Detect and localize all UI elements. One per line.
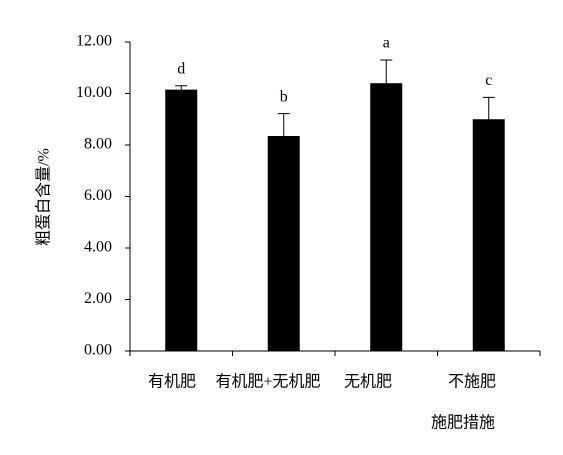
y-axis-title: 粗蛋白含量/%	[35, 148, 53, 246]
x-tick-label: 有机肥	[148, 373, 196, 391]
y-tick-label: 10.00	[76, 84, 112, 101]
y-tick-label: 12.00	[76, 33, 112, 50]
y-tick-label: 6.00	[84, 187, 112, 204]
bar	[370, 83, 403, 351]
x-tick-label: 有机肥+无机肥	[215, 373, 320, 391]
y-tick-label: 0.00	[84, 342, 112, 359]
y-tick-label: 4.00	[84, 239, 112, 256]
x-tick-label: 不施肥	[448, 373, 496, 391]
significance-letter: d	[177, 60, 185, 77]
x-tick-label: 无机肥	[344, 373, 392, 391]
y-tick-label: 2.00	[84, 290, 112, 307]
bar	[267, 135, 300, 351]
significance-letter: b	[280, 88, 288, 105]
y-tick-label: 8.00	[84, 136, 112, 153]
bar	[472, 119, 505, 351]
bar	[165, 89, 198, 351]
significance-letter: a	[383, 35, 390, 52]
significance-letter: c	[485, 72, 492, 89]
x-axis-title: 施肥措施	[431, 414, 495, 432]
